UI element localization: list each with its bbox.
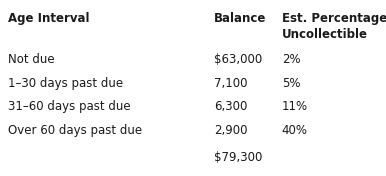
Text: Age Interval: Age Interval [8, 12, 90, 25]
Text: Over 60 days past due: Over 60 days past due [8, 124, 142, 137]
Text: 2%: 2% [282, 53, 300, 66]
Text: 31–60 days past due: 31–60 days past due [8, 100, 131, 113]
Text: 7,100: 7,100 [214, 77, 248, 90]
Text: $79,300: $79,300 [214, 151, 262, 164]
Text: $63,000: $63,000 [214, 53, 262, 66]
Text: 11%: 11% [282, 100, 308, 113]
Text: Not due: Not due [8, 53, 55, 66]
Text: 6,300: 6,300 [214, 100, 247, 113]
Text: Balance: Balance [214, 12, 267, 25]
Text: 5%: 5% [282, 77, 300, 90]
Text: 40%: 40% [282, 124, 308, 137]
Text: 2,900: 2,900 [214, 124, 248, 137]
Text: 1–30 days past due: 1–30 days past due [8, 77, 124, 90]
Text: Est. Percentage
Uncollectible: Est. Percentage Uncollectible [282, 12, 386, 41]
